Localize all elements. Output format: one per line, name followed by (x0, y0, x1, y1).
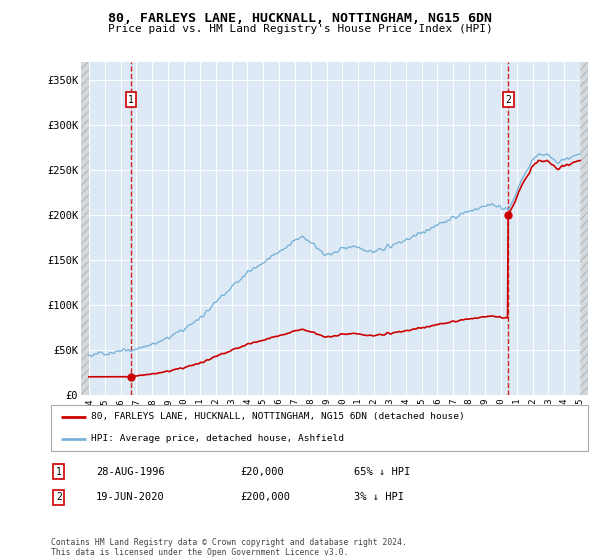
Text: 1: 1 (128, 95, 134, 105)
Text: 19-JUN-2020: 19-JUN-2020 (96, 492, 165, 502)
Text: HPI: Average price, detached house, Ashfield: HPI: Average price, detached house, Ashf… (91, 435, 344, 444)
Text: £20,000: £20,000 (240, 466, 284, 477)
FancyBboxPatch shape (51, 405, 588, 451)
Text: £200,000: £200,000 (240, 492, 290, 502)
Text: 80, FARLEYS LANE, HUCKNALL, NOTTINGHAM, NG15 6DN: 80, FARLEYS LANE, HUCKNALL, NOTTINGHAM, … (108, 12, 492, 25)
Text: 65% ↓ HPI: 65% ↓ HPI (354, 466, 410, 477)
Text: 2: 2 (56, 492, 62, 502)
Text: 28-AUG-1996: 28-AUG-1996 (96, 466, 165, 477)
Text: Contains HM Land Registry data © Crown copyright and database right 2024.
This d: Contains HM Land Registry data © Crown c… (51, 538, 407, 557)
Text: Price paid vs. HM Land Registry's House Price Index (HPI): Price paid vs. HM Land Registry's House … (107, 24, 493, 34)
Text: 80, FARLEYS LANE, HUCKNALL, NOTTINGHAM, NG15 6DN (detached house): 80, FARLEYS LANE, HUCKNALL, NOTTINGHAM, … (91, 412, 465, 421)
Text: 1: 1 (56, 466, 62, 477)
Text: 3% ↓ HPI: 3% ↓ HPI (354, 492, 404, 502)
Text: 2: 2 (505, 95, 511, 105)
